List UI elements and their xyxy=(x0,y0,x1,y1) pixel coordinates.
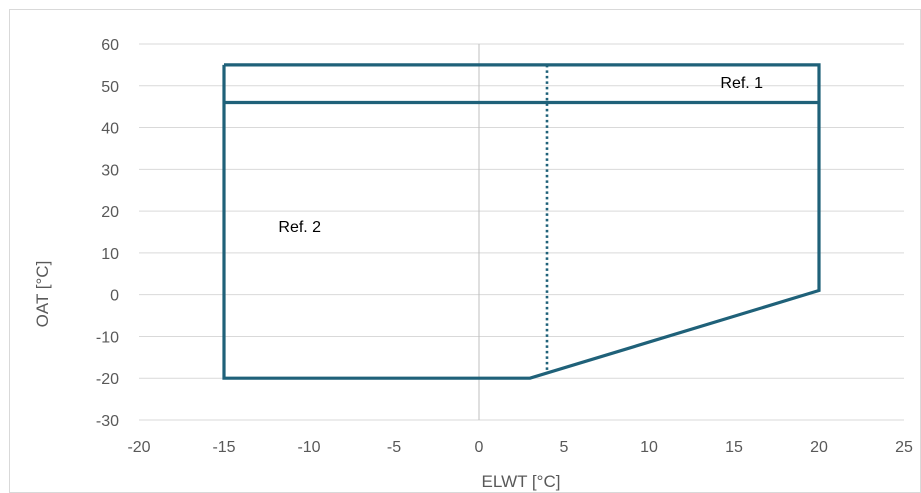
x-tick-label: -10 xyxy=(297,439,320,456)
annotation-label: Ref. 2 xyxy=(278,219,321,236)
x-tick-label: 15 xyxy=(725,439,743,456)
y-tick-label: 60 xyxy=(101,37,119,54)
x-tick-label: -5 xyxy=(387,439,401,456)
x-tick-label: -15 xyxy=(212,439,235,456)
y-tick-label: 0 xyxy=(110,288,119,305)
x-tick-label: -20 xyxy=(127,439,150,456)
y-tick-label: 50 xyxy=(101,79,119,96)
x-tick-label: 0 xyxy=(475,439,484,456)
x-tick-label: 20 xyxy=(810,439,828,456)
x-tick-label: 25 xyxy=(895,439,913,456)
x-tick-label: 5 xyxy=(560,439,569,456)
series-group xyxy=(222,63,821,380)
y-tick-label: -30 xyxy=(96,413,119,430)
y-tick-label: 20 xyxy=(101,204,119,221)
x-tick-label: 10 xyxy=(640,439,658,456)
series-line-1 xyxy=(222,63,821,380)
y-tick-label: 30 xyxy=(101,162,119,179)
annotation-label: Ref. 1 xyxy=(720,75,763,92)
annotations: Ref. 1 Ref. 2 xyxy=(278,75,763,236)
tick-labels: -30 -20 -10 0 10 20 30 40 50 60 -20 -15 -10 -5 0 5 10 15 2… xyxy=(96,37,913,456)
y-tick-label: 10 xyxy=(101,246,119,263)
y-tick-label: 40 xyxy=(101,121,119,138)
x-axis-title: ELWT [°C] xyxy=(482,472,561,491)
y-tick-label: -20 xyxy=(96,371,119,388)
y-axis-title: OAT [°C] xyxy=(33,261,52,328)
y-tick-label: -10 xyxy=(96,329,119,346)
chart-border xyxy=(9,9,921,493)
